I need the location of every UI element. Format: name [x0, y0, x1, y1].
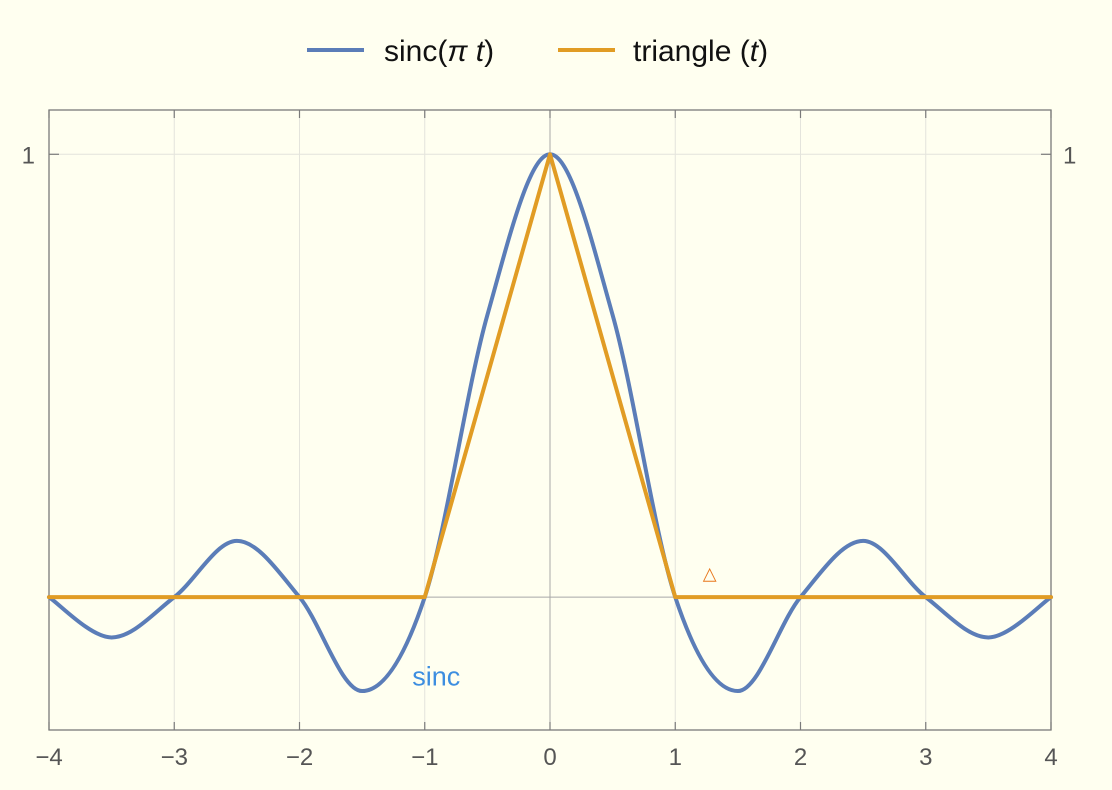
x-tick-label: −1	[411, 744, 438, 771]
x-tick-label: 2	[794, 744, 807, 771]
legend-function-name: sinc	[384, 35, 437, 68]
axes: −4 −3 −2 −1 0 1 2 3 4 1 1	[22, 109, 1076, 771]
sinc-annotation: sinc	[412, 662, 460, 692]
legend-argument: π t	[447, 35, 485, 68]
triangle-marker-annotation: △	[703, 563, 717, 583]
x-tick-label: 0	[543, 744, 556, 771]
legend-label-triangle: triangle (t)	[633, 35, 768, 68]
y-tick-label-right: 1	[1063, 142, 1076, 169]
legend-paren-close: )	[758, 35, 768, 68]
legend-argument: t	[750, 35, 760, 68]
x-tick-label: 4	[1044, 744, 1057, 771]
legend-paren-open: (	[437, 35, 447, 68]
x-tick-label: 1	[669, 744, 682, 771]
x-tick-label: −2	[286, 744, 313, 771]
series-group	[47, 152, 1053, 694]
annotations: sinc △	[412, 563, 717, 691]
series-line-triangle	[47, 152, 1053, 600]
legend-paren-close: )	[484, 35, 494, 68]
legend-function-name: triangle	[633, 35, 731, 68]
x-tick-label: 3	[919, 744, 932, 771]
x-tick-label: −3	[161, 744, 188, 771]
y-tick-label-left: 1	[22, 142, 35, 169]
legend: sinc(π t) triangle (t)	[307, 35, 768, 68]
legend-paren-open: (	[731, 35, 749, 68]
x-tick-label: −4	[35, 744, 62, 771]
legend-label-sinc: sinc(π t)	[384, 35, 494, 68]
